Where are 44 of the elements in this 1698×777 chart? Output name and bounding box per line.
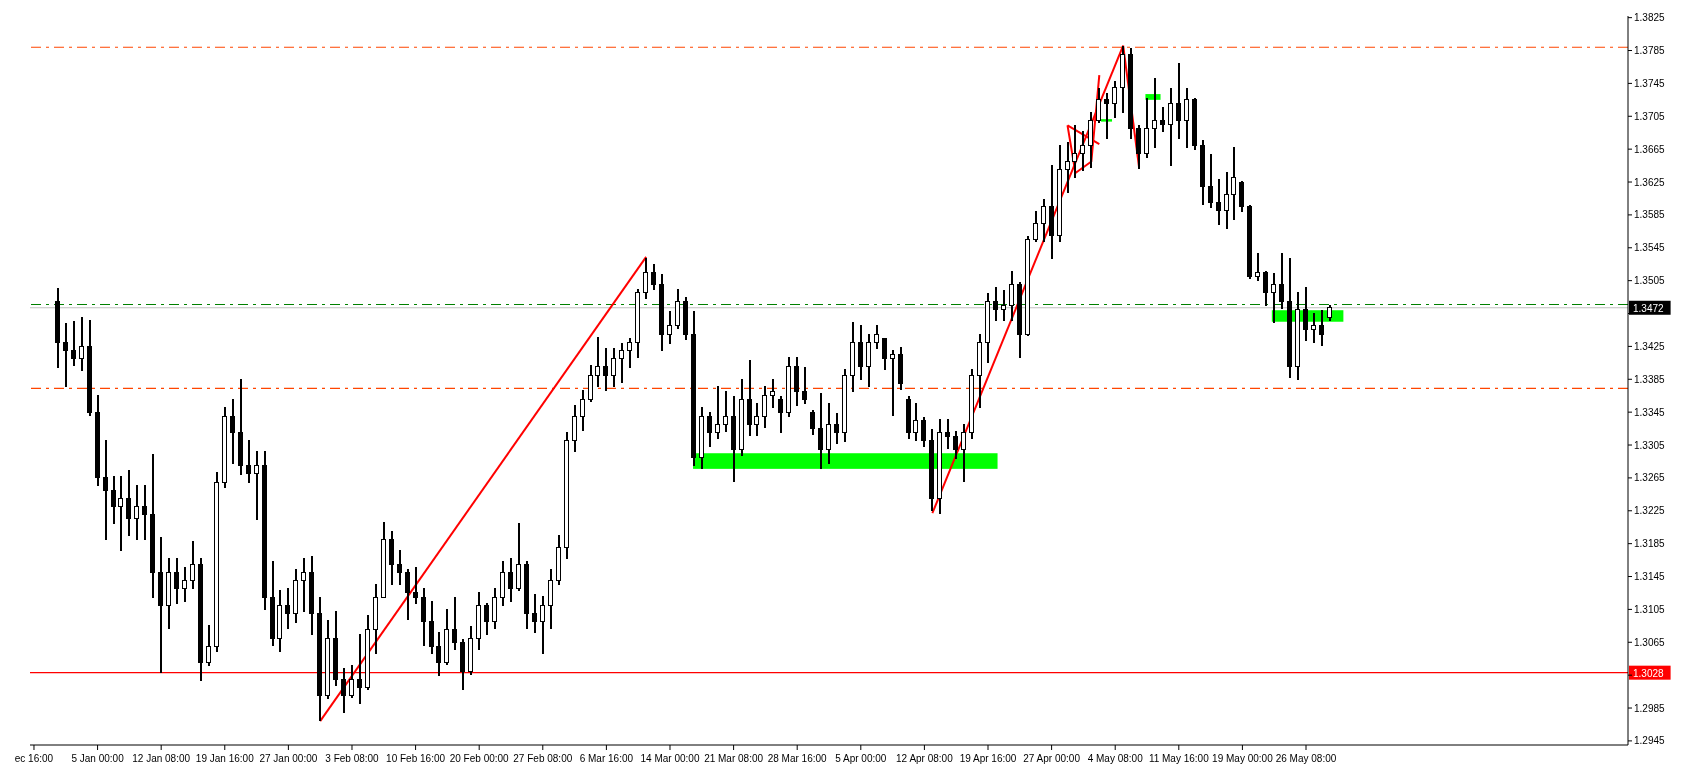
x-tick-label: 4 May 08:00 [1087, 753, 1144, 764]
x-tick-label: 26 May 08:00 [1275, 753, 1337, 764]
y-tick-label: 1.3665 [1634, 143, 1666, 155]
ref-line-label: 1.3028 [1633, 667, 1665, 679]
x-tick-label: 21 Mar 08:00 [704, 753, 764, 764]
ref-line-label: 1.3472 [1633, 302, 1665, 314]
x-tick-label: 5 Apr 00:00 [835, 753, 887, 764]
y-tick-label: 1.3105 [1634, 603, 1666, 615]
y-tick-label: 1.3185 [1634, 538, 1666, 550]
y-tick-label: 1.2985 [1634, 702, 1666, 714]
y-tick-label: 1.3425 [1634, 340, 1666, 352]
y-tick-label: 1.3705 [1634, 110, 1666, 122]
y-tick-label: 1.3305 [1634, 439, 1666, 451]
y-tick-label: 1.3505 [1634, 275, 1666, 287]
y-tick-label: 1.3745 [1634, 77, 1666, 89]
x-tick-label: 6 Mar 16:00 [579, 753, 634, 764]
x-tick-label: 20 Feb 00:00 [449, 753, 510, 764]
x-tick-label: 10 Feb 16:00 [386, 753, 446, 764]
x-tick-label: 27 Apr 00:00 [1023, 753, 1081, 764]
y-tick-label: 1.3065 [1634, 636, 1666, 648]
y-tick-label: 1.3825 [1634, 12, 1666, 24]
y-tick-label: 1.3145 [1634, 571, 1666, 583]
y-tick-label: 1.3785 [1634, 45, 1666, 57]
y-tick-label: 1.3625 [1634, 176, 1666, 188]
x-tick-label: 19 Jan 16:00 [195, 753, 255, 764]
x-tick-label: ec 16:00 [14, 753, 54, 764]
x-tick-label: 3 Feb 08:00 [325, 753, 380, 764]
y-tick-label: 1.3585 [1634, 209, 1666, 221]
y-tick-label: 1.3225 [1634, 505, 1666, 517]
y-tick-label: 1.3545 [1634, 242, 1666, 254]
x-tick-label: 14 Mar 00:00 [640, 753, 700, 764]
x-tick-label: 12 Jan 08:00 [132, 753, 191, 764]
x-tick-label: 28 Mar 16:00 [767, 753, 828, 764]
y-tick-label: 1.3345 [1634, 406, 1666, 418]
y-tick-label: 1.3385 [1634, 373, 1666, 385]
x-tick-label: 5 Jan 00:00 [71, 753, 125, 764]
y-tick-label: 1.2945 [1634, 735, 1666, 747]
x-tick-label: 19 Apr 16:00 [959, 753, 1017, 764]
y-tick-label: 1.3265 [1634, 472, 1666, 484]
x-tick-label: 27 Jan 00:00 [259, 753, 318, 764]
x-tick-label: 19 May 00:00 [1212, 753, 1274, 764]
x-tick-label: 11 May 16:00 [1148, 753, 1210, 764]
x-tick-label: 12 Apr 08:00 [896, 753, 954, 764]
x-tick-label: 27 Feb 08:00 [513, 753, 573, 764]
